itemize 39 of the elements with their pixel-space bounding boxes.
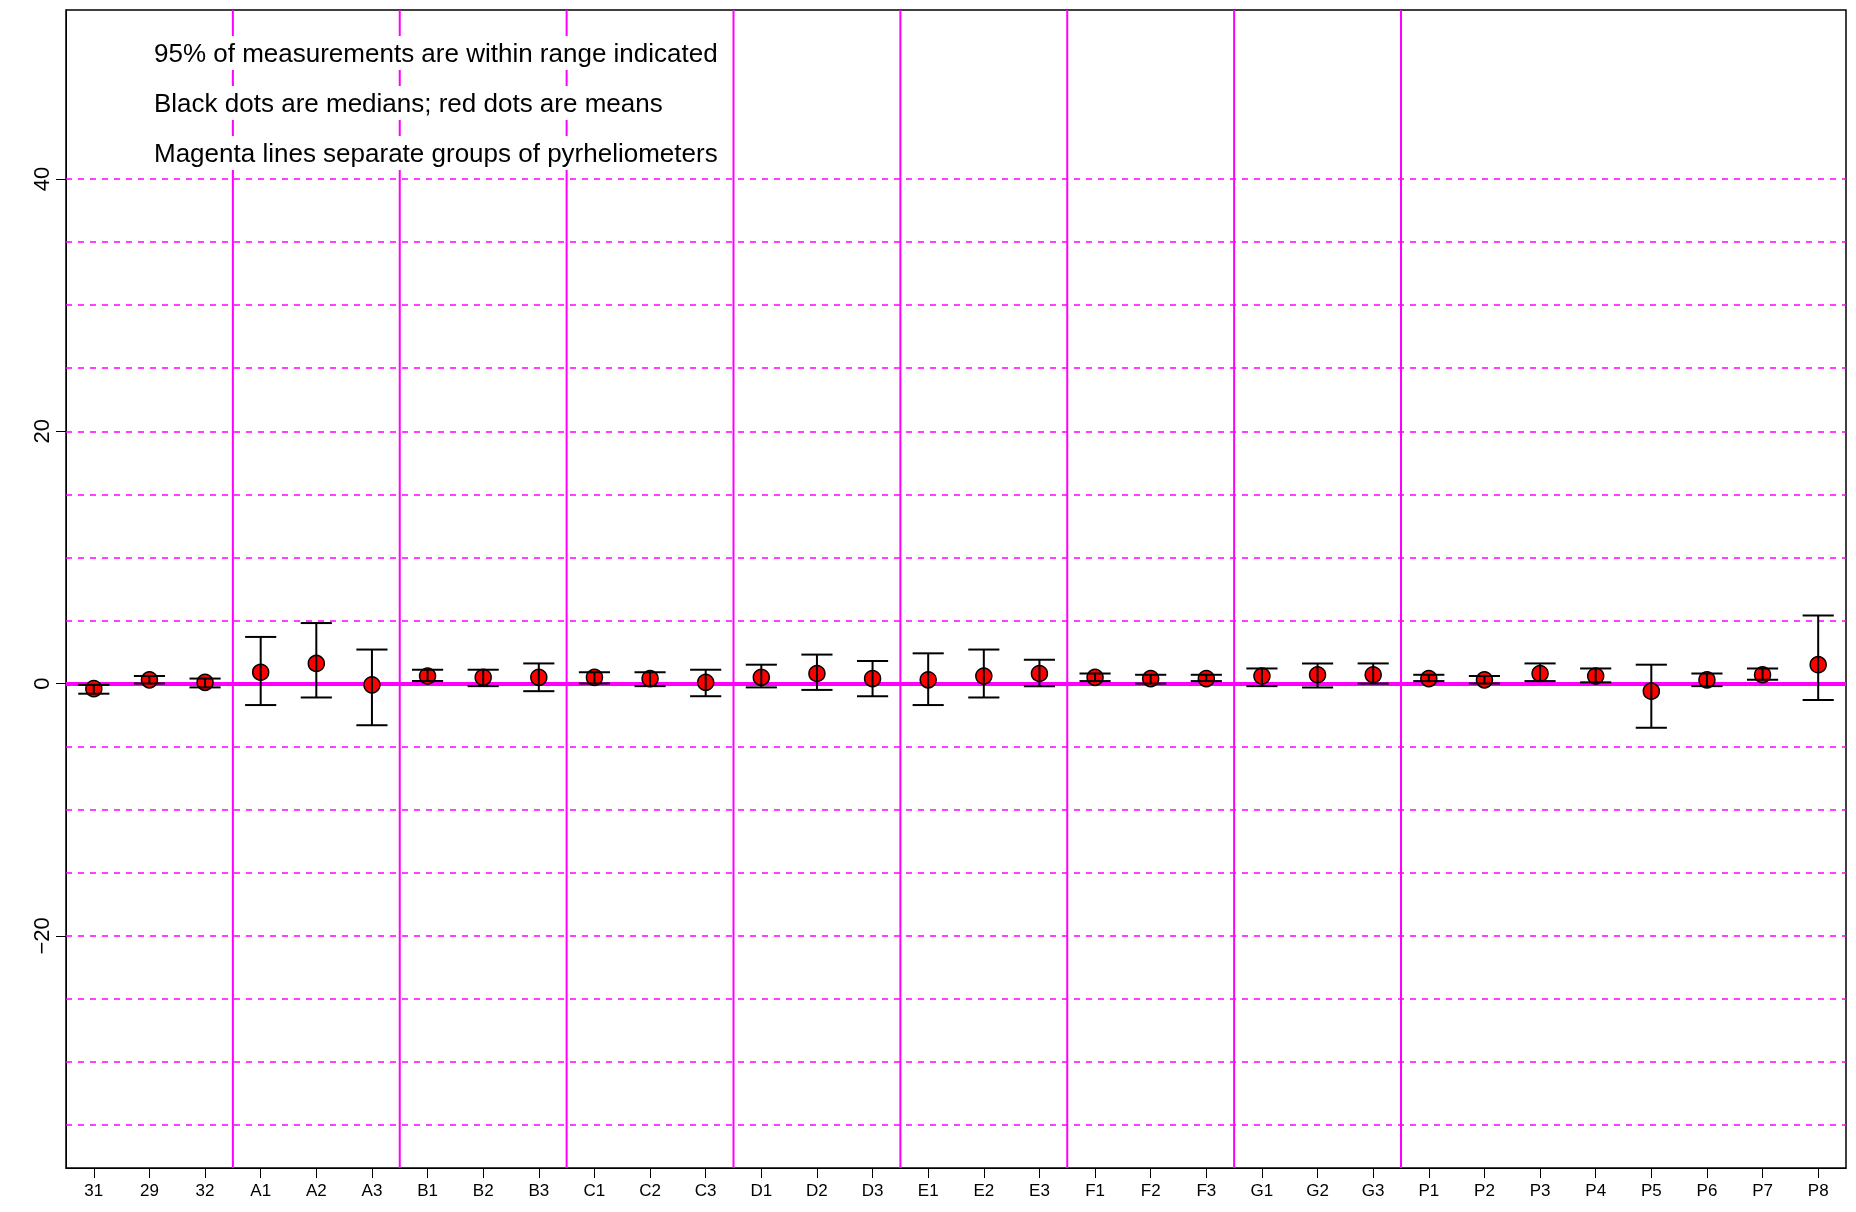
x-tick-label: P1 — [1418, 1181, 1440, 1200]
x-tick-label: P8 — [1807, 1181, 1829, 1200]
x-tick-label: D1 — [750, 1181, 773, 1200]
x-tick-label: P2 — [1474, 1181, 1495, 1200]
annotation: 95% of measurements are within range indicated — [154, 38, 718, 68]
x-tick-label: P4 — [1585, 1181, 1607, 1200]
x-tick-label: P3 — [1529, 1181, 1551, 1200]
y-tick-label: 20 — [28, 419, 54, 444]
annotation: Magenta lines separate groups of pyrheliometers — [154, 138, 718, 168]
x-tick-label: C2 — [639, 1181, 661, 1200]
x-tick-label: 32 — [195, 1181, 215, 1200]
x-tick-label: G2 — [1306, 1181, 1329, 1200]
x-tick-label: C3 — [694, 1181, 717, 1200]
x-tick-label: 29 — [139, 1181, 159, 1200]
x-tick-label: G1 — [1250, 1181, 1274, 1200]
y-tick-label: −20 — [28, 917, 54, 955]
x-tick-label: A1 — [250, 1181, 272, 1200]
x-tick-label: E1 — [917, 1181, 939, 1200]
x-tick-label: B1 — [417, 1181, 438, 1200]
annotation: Black dots are medians; red dots are means — [154, 88, 663, 118]
y-tick-label: 0 — [28, 677, 54, 690]
x-tick-label: P6 — [1696, 1181, 1718, 1200]
x-tick-label: A3 — [361, 1181, 383, 1200]
x-tick-label: F1 — [1085, 1181, 1105, 1200]
x-tick-label: D2 — [806, 1181, 828, 1200]
x-tick-label: B2 — [472, 1181, 494, 1200]
y-tick-label: 40 — [28, 166, 54, 192]
x-tick-label: P5 — [1640, 1181, 1662, 1200]
x-tick-label: A2 — [305, 1181, 327, 1200]
x-tick-label: F2 — [1140, 1181, 1161, 1200]
x-tick-label: E3 — [1029, 1181, 1050, 1200]
x-tick-label: P7 — [1752, 1181, 1773, 1200]
x-tick-label: E2 — [973, 1181, 995, 1200]
x-tick-label: F3 — [1196, 1181, 1217, 1200]
x-tick-label: D3 — [861, 1181, 884, 1200]
x-tick-label: B3 — [528, 1181, 550, 1200]
x-tick-label: G3 — [1361, 1181, 1385, 1200]
x-tick-label: 31 — [84, 1181, 104, 1200]
x-tick-label: C1 — [583, 1181, 606, 1200]
